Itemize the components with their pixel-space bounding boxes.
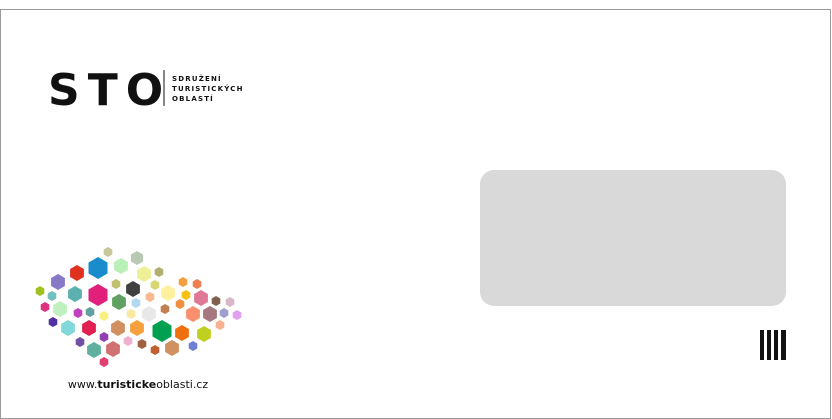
logo-tagline: OBLASTÍ [172, 94, 214, 103]
barcode-bar [760, 330, 764, 360]
logo-tagline: SDRUŽENÍ [172, 74, 222, 83]
logo-tagline: TURISTICKÝCH [172, 84, 244, 93]
barcode-bar [774, 330, 778, 360]
website-url: www.turistickeoblasti.cz [68, 378, 209, 391]
envelope: STO SDRUŽENÍ TURISTICKÝCH OBLASTÍ www.tu… [0, 0, 832, 419]
logo-mark: STO [48, 65, 171, 116]
url-part: turisticke [97, 378, 156, 391]
barcode-bar [781, 330, 786, 360]
url-part: www. [68, 378, 97, 391]
barcode-bar [767, 330, 771, 360]
url-part: oblasti.cz [156, 378, 208, 391]
address-window [480, 170, 786, 306]
